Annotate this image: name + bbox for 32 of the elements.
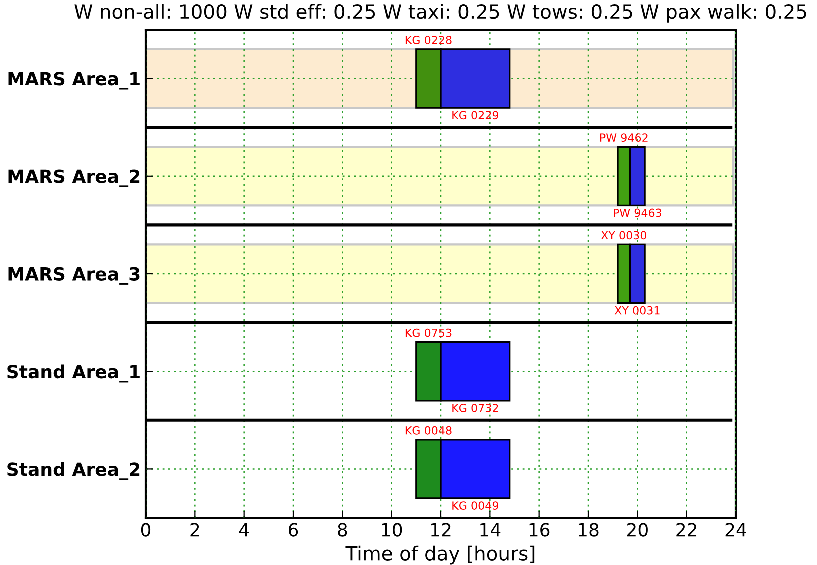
x-tick-label: 24 — [726, 523, 746, 537]
x-tick-label: 16 — [530, 523, 550, 537]
x-tick-label: 14 — [480, 523, 501, 537]
y-tick-label: Stand Area_2 — [8, 462, 140, 480]
y-tick-label: Stand Area_1 — [8, 364, 140, 383]
x-tick-label: 20 — [628, 523, 648, 537]
x-tick-label: 10 — [382, 523, 402, 537]
x-tick-label: 18 — [578, 523, 599, 537]
x-tick-label: 8 — [338, 523, 348, 537]
bar — [146, 244, 735, 304]
x-tick-label: 2 — [190, 523, 200, 537]
data-label: KG 0048 — [406, 426, 452, 435]
chart-title: W non-all: 1000 W std eff: 0.25 W taxi: 0.25 W tows: 0.25 W pax walk: 0.25 — [74, 4, 806, 23]
bar — [146, 146, 735, 207]
data-label: PW 9463 — [614, 208, 662, 218]
y-tick-label: MARS Area_3 — [8, 267, 140, 285]
data-label: KG 0229 — [452, 111, 498, 120]
data-label: XY 0031 — [614, 306, 660, 315]
x-tick-label: 6 — [289, 523, 298, 537]
x-axis-title: Time of day [hours] — [346, 546, 535, 565]
y-tick-label: MARS Area_1 — [8, 72, 140, 90]
data-label: KG 0732 — [452, 404, 498, 412]
data-label: XY 0030 — [601, 231, 647, 240]
x-tick-label: 22 — [676, 523, 697, 537]
data-label: PW 9462 — [600, 134, 648, 142]
x-tick-label: 0 — [141, 523, 151, 537]
data-label: KG 0049 — [452, 502, 498, 510]
x-tick-label: 4 — [239, 523, 250, 537]
x-tick-label: 12 — [431, 523, 451, 537]
data-label: KG 0228 — [406, 36, 452, 44]
y-tick-label: MARS Area_2 — [8, 170, 140, 188]
data-label: KG 0753 — [406, 328, 452, 338]
